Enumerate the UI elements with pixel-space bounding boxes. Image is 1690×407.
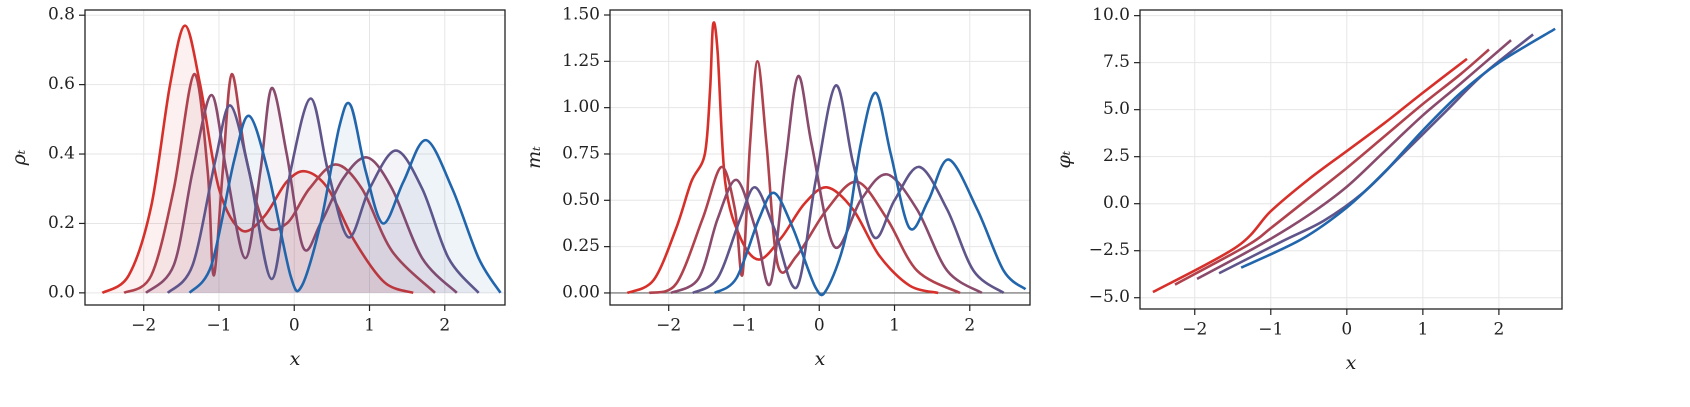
plot-area [101, 24, 502, 295]
plot-area [1152, 27, 1556, 294]
x-axis-label: x [290, 348, 301, 370]
x-tick-label: 1 [364, 316, 375, 336]
line [101, 24, 414, 295]
area [189, 102, 501, 293]
y-tick-label: 1.50 [562, 5, 600, 25]
x-tick-label: 0 [1341, 320, 1352, 340]
y-axis-label: φₜ [1053, 150, 1075, 168]
x-tick-label: 1 [1417, 320, 1428, 340]
y-tick-label: 0.2 [48, 213, 75, 233]
line [1240, 27, 1556, 269]
x-tick-label: 1 [889, 316, 900, 336]
x-tick-label: 2 [1493, 320, 1504, 340]
y-tick-label: 1.25 [562, 51, 600, 71]
area [102, 25, 414, 293]
axes-frame [84, 9, 506, 306]
line [1196, 39, 1512, 281]
y-tick-label: 0.0 [48, 282, 75, 302]
line [1174, 48, 1490, 286]
line [1152, 57, 1468, 294]
axes-frame [1139, 9, 1563, 310]
plot-area [610, 21, 1030, 297]
y-axis-label: ρₜ [8, 149, 30, 166]
line [188, 101, 502, 294]
x-tick-label: −2 [131, 316, 156, 336]
y-tick-label: −5.0 [1089, 287, 1130, 307]
y-tick-label: 7.5 [1103, 52, 1130, 72]
y-tick-label: 2.5 [1103, 146, 1130, 166]
area [167, 98, 479, 293]
y-axis-label: mₜ [523, 146, 545, 169]
y-tick-label: 10.0 [1092, 5, 1130, 25]
x-axis-label: x [1346, 352, 1357, 374]
y-tick-label: 1.00 [562, 97, 600, 117]
x-tick-label: 0 [814, 316, 825, 336]
x-tick-label: −1 [731, 316, 756, 336]
y-tick-label: −2.5 [1089, 240, 1130, 260]
y-tick-label: 0.6 [48, 74, 75, 94]
line [1218, 33, 1534, 275]
line [670, 74, 983, 295]
x-tick-label: −1 [1258, 320, 1283, 340]
area [145, 87, 457, 293]
x-tick-label: 0 [289, 316, 300, 336]
x-tick-label: 2 [439, 316, 450, 336]
y-tick-label: 5.0 [1103, 99, 1130, 119]
axes-frame [609, 9, 1031, 306]
y-tick-label: 0.0 [1103, 193, 1130, 213]
line [692, 84, 1005, 295]
y-tick-label: 0.00 [562, 282, 600, 302]
y-tick-label: 0.4 [48, 144, 75, 164]
line [713, 91, 1027, 297]
line [123, 72, 436, 295]
y-tick-label: 0.8 [48, 5, 75, 25]
y-tick-label: 0.75 [562, 143, 600, 163]
x-axis-label: x [815, 348, 826, 370]
line [145, 86, 458, 294]
x-tick-label: 2 [964, 316, 975, 336]
y-tick-label: 0.25 [562, 236, 600, 256]
line [648, 60, 961, 295]
x-tick-label: −2 [1182, 320, 1207, 340]
y-tick-label: 0.50 [562, 190, 600, 210]
x-tick-label: −2 [656, 316, 681, 336]
x-tick-label: −1 [206, 316, 231, 336]
